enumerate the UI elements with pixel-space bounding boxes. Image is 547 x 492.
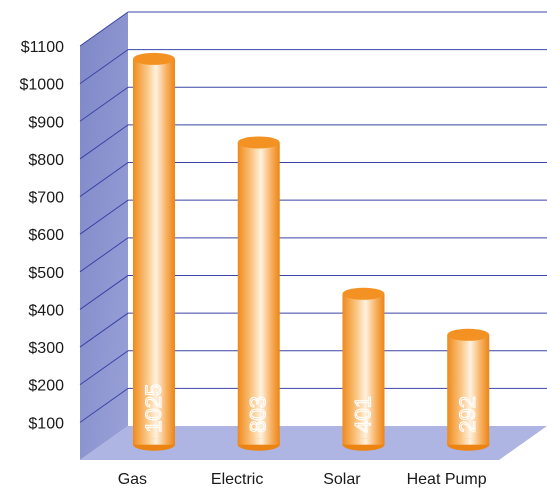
- gridline-side: [79, 312, 129, 348]
- bar: [447, 334, 490, 445]
- bar: [342, 293, 385, 445]
- gridline-side: [79, 199, 129, 235]
- gridline-side: [79, 124, 129, 160]
- y-tick-label: $400: [28, 302, 64, 319]
- y-tick-label: $700: [28, 190, 64, 207]
- gridline-side: [79, 86, 129, 122]
- data-label: 803: [246, 396, 271, 433]
- floor: [80, 426, 547, 460]
- bar: [132, 58, 175, 445]
- gridline-side: [79, 237, 129, 273]
- y-tick-label: $800: [28, 152, 64, 169]
- bar-base-fill: [447, 438, 490, 445]
- y-tick-label: $600: [28, 227, 64, 244]
- y-tick-label: $1000: [20, 77, 65, 94]
- y-tick-label: $500: [28, 265, 64, 282]
- data-label: 1025: [141, 384, 166, 433]
- bar-base-fill: [237, 438, 280, 445]
- category-label: Gas: [118, 471, 147, 488]
- y-tick-label: $900: [28, 114, 64, 131]
- y-tick-label: $100: [28, 415, 64, 432]
- bar: [237, 142, 280, 445]
- bar-top: [447, 328, 490, 341]
- category-label: Solar: [323, 471, 361, 488]
- y-tick-label: $200: [28, 378, 64, 395]
- bar-base-fill: [132, 438, 175, 445]
- gridline-side: [79, 49, 129, 85]
- gridline-side: [79, 11, 129, 47]
- bar-base-fill: [342, 438, 385, 445]
- gridline-side: [79, 387, 129, 423]
- bar-top: [237, 136, 280, 149]
- gridline-side: [79, 162, 129, 197]
- category-label: Electric: [211, 471, 263, 488]
- gridline-side: [79, 275, 129, 310]
- left-wall: [80, 12, 128, 460]
- y-tick-label: $300: [28, 340, 64, 357]
- bar-top: [342, 287, 385, 300]
- data-label: 292: [455, 396, 480, 433]
- bar-top: [132, 52, 175, 65]
- y-tick-label: $1100: [21, 39, 64, 56]
- category-label: Heat Pump: [407, 471, 487, 488]
- data-label: 401: [350, 396, 375, 433]
- gridline-side: [79, 350, 129, 386]
